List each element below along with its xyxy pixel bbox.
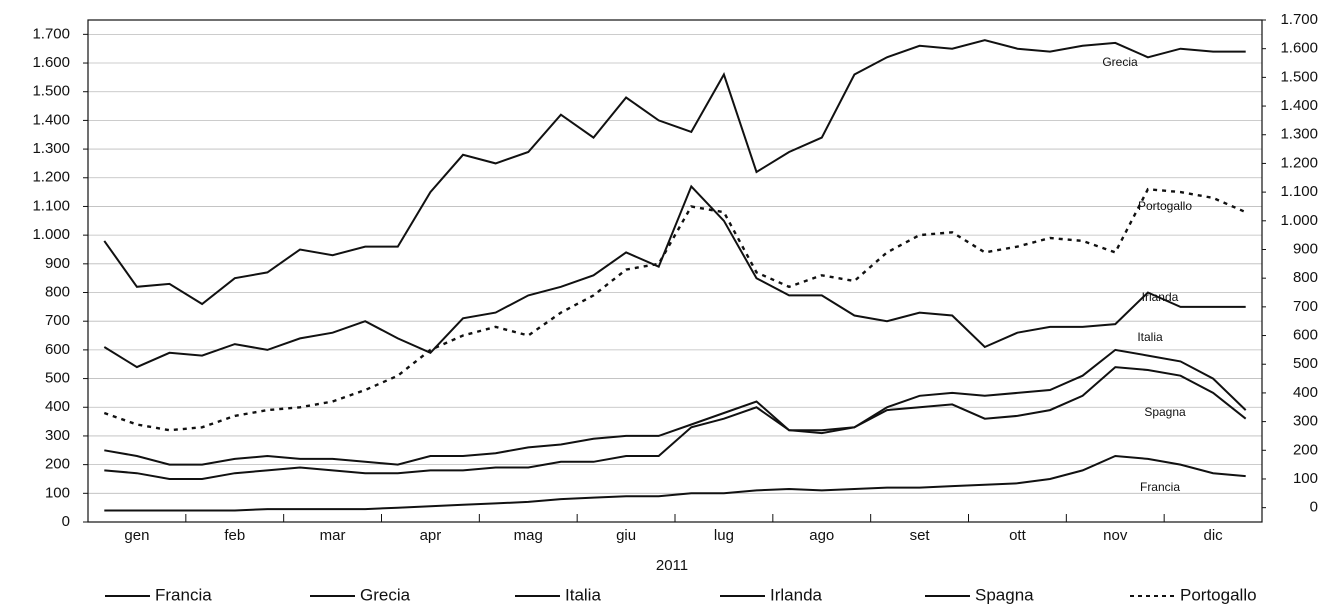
y-tick-label: 500 [45, 370, 70, 387]
y-tick-label: 300 [45, 427, 70, 444]
y-tick-label: 1.200 [32, 169, 70, 186]
y-tick-label: 1.000 [32, 226, 70, 243]
legend-label: Irlanda [770, 585, 823, 604]
legend-label: Francia [155, 585, 212, 604]
y2-tick-label: 1.600 [1280, 40, 1318, 57]
y-tick-label: 900 [45, 255, 70, 272]
x-tick-label: mag [514, 527, 543, 544]
x-tick-label: set [910, 527, 931, 544]
series-line [103, 39, 1246, 306]
series-annotation: Grecia [1102, 55, 1138, 69]
y-tick-label: 1.700 [32, 25, 70, 42]
y2-tick-label: 1.700 [1280, 11, 1318, 28]
y-tick-label: 1.400 [32, 111, 70, 128]
y2-tick-label: 400 [1293, 384, 1318, 401]
series-annotation: Portogallo [1138, 199, 1192, 213]
y2-tick-label: 1.400 [1280, 97, 1318, 114]
y-tick-label: 400 [45, 398, 70, 415]
y2-tick-label: 600 [1293, 327, 1318, 344]
y2-tick-label: 100 [1293, 470, 1318, 487]
legend-label: Italia [565, 585, 601, 604]
series-annotation: Italia [1137, 330, 1163, 344]
series-line [104, 454, 1246, 512]
y2-tick-label: 200 [1293, 441, 1318, 458]
y2-tick-label: 800 [1293, 269, 1318, 286]
y-tick-label: 1.600 [32, 54, 70, 71]
series-line [103, 187, 1247, 432]
y2-tick-label: 0 [1310, 499, 1318, 516]
series-annotation: Irlanda [1142, 290, 1179, 304]
y-tick-label: 1.500 [32, 83, 70, 100]
series-line [104, 348, 1247, 480]
y2-tick-label: 900 [1293, 240, 1318, 257]
y-tick-label: 800 [45, 283, 70, 300]
y-tick-label: 200 [45, 456, 70, 473]
y-tick-label: 100 [45, 484, 70, 501]
series-annotation: Francia [1140, 480, 1180, 494]
x-tick-label: ago [809, 527, 834, 544]
y-tick-label: 1.100 [32, 197, 70, 214]
x-tick-label: feb [224, 527, 245, 544]
y2-tick-label: 1.100 [1280, 183, 1318, 200]
legend-label: Spagna [975, 585, 1034, 604]
legend-label: Portogallo [1180, 585, 1257, 604]
x-tick-label: mar [320, 527, 346, 544]
y2-tick-label: 1.000 [1280, 212, 1318, 229]
series-line [103, 184, 1246, 369]
y2-tick-label: 700 [1293, 298, 1318, 315]
x-tick-label: lug [714, 527, 734, 544]
series-line [104, 366, 1247, 466]
x-tick-label: nov [1103, 527, 1128, 544]
y-tick-label: 700 [45, 312, 70, 329]
y2-tick-label: 300 [1293, 413, 1318, 430]
y2-tick-label: 500 [1293, 355, 1318, 372]
x-tick-label: giu [616, 527, 636, 544]
y2-tick-label: 1.300 [1280, 126, 1318, 143]
x-tick-label: apr [420, 527, 442, 544]
x-tick-label: ott [1009, 527, 1027, 544]
legend-label: Grecia [360, 585, 411, 604]
y-tick-label: 600 [45, 341, 70, 358]
y2-tick-label: 1.200 [1280, 154, 1318, 171]
y2-tick-label: 1.500 [1280, 68, 1318, 85]
x-axis-label: 2011 [656, 557, 688, 574]
x-tick-label: dic [1203, 527, 1223, 544]
x-tick-label: gen [124, 527, 149, 544]
series-annotation: Spagna [1144, 405, 1186, 419]
y-tick-label: 0 [62, 513, 70, 530]
plot-frame [87, 19, 1263, 523]
y-tick-label: 1.300 [32, 140, 70, 157]
